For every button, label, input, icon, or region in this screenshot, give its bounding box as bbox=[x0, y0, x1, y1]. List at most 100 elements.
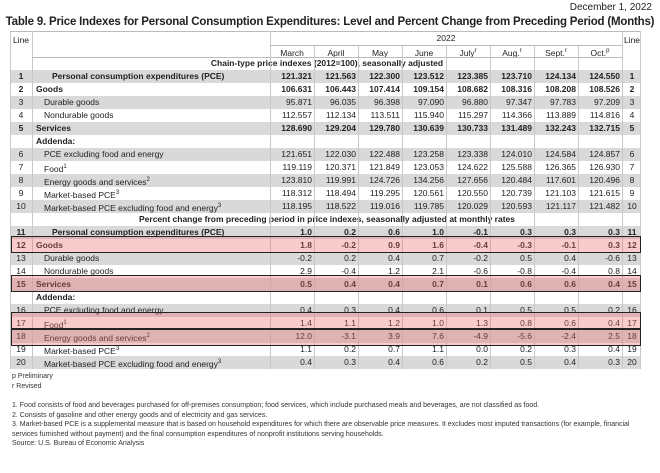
cell-value: -0.2 bbox=[341, 240, 356, 250]
line-number: 9 bbox=[18, 188, 24, 198]
table-row: 3 Durable goods 95.871 96.035 96.398 97.090 96… bbox=[10, 96, 640, 109]
revision-mark: r bbox=[564, 48, 567, 55]
cell-value: 124.857 bbox=[589, 149, 620, 159]
cell-value: 120.371 bbox=[325, 162, 356, 172]
cell-value: 0.4 bbox=[344, 279, 356, 289]
column-divider bbox=[622, 31, 623, 369]
cell-value: 0.3 bbox=[564, 227, 576, 237]
footnote-ref: 3 bbox=[217, 203, 222, 209]
cell-value: 119.295 bbox=[369, 188, 400, 198]
header-bottom-rule bbox=[32, 57, 622, 58]
cell-value: 118.494 bbox=[325, 188, 356, 198]
row-label-text: Personal consumption expenditures (PCE) bbox=[52, 227, 225, 237]
cell-value: 0.4 bbox=[300, 305, 312, 315]
cell-value: 119.119 bbox=[282, 162, 312, 172]
table-row: 13 Durable goods -0.2 0.2 0.4 0.7 -0.2 0.5 0.4 -0… bbox=[10, 252, 640, 265]
cell-value: 0.6 bbox=[564, 318, 576, 328]
line-number-right: 5 bbox=[629, 123, 635, 133]
row-label-text: Energy goods and services bbox=[44, 176, 147, 187]
row-label: Food1 bbox=[44, 161, 67, 176]
cell-value: 0.5 bbox=[564, 305, 576, 315]
cell-value: -0.1 bbox=[561, 240, 576, 250]
line-header-right: Line bbox=[623, 35, 641, 45]
cell-value: 108.316 bbox=[501, 84, 532, 94]
line-number-right: 4 bbox=[629, 110, 635, 120]
row-label-text: Addenda: bbox=[36, 292, 76, 302]
row-label: Personal consumption expenditures (PCE) bbox=[52, 70, 224, 83]
cell-value: 0.6 bbox=[432, 357, 444, 367]
cell-value: 0.4 bbox=[608, 279, 620, 289]
cell-value: 117.601 bbox=[545, 175, 576, 185]
cell-value: 123.053 bbox=[413, 162, 444, 172]
row-label: Services bbox=[36, 122, 71, 135]
cell-value: 0.5 bbox=[300, 279, 312, 289]
line-number: 13 bbox=[16, 253, 26, 263]
table-top-rule bbox=[10, 31, 640, 32]
row-label-text: Durable goods bbox=[44, 253, 100, 263]
line-number-right: 7 bbox=[629, 162, 635, 172]
cell-value: 0.6 bbox=[520, 279, 532, 289]
table-row: 15 Services 0.5 0.4 0.4 0.7 0.1 0.6 0.6 0.4 15 bbox=[10, 278, 640, 291]
cell-value: 0.1 bbox=[476, 279, 488, 289]
line-number-right: 11 bbox=[627, 227, 637, 237]
column-divider bbox=[490, 45, 491, 369]
line-number: 3 bbox=[18, 97, 24, 107]
table-row: 4 Nondurable goods 112.557 112.134 113.511 11… bbox=[10, 109, 640, 122]
month-label: Aug. bbox=[502, 48, 520, 58]
cell-value: 113.889 bbox=[545, 110, 576, 120]
cell-value: 0.7 bbox=[388, 344, 400, 354]
line-number-right: 19 bbox=[627, 344, 637, 354]
cell-value: 124.584 bbox=[545, 149, 576, 159]
cell-value: 123.810 bbox=[281, 175, 312, 185]
line-number-right: 16 bbox=[627, 305, 637, 315]
footnote-3-block: 3. Market-based PCE is a supplemental me… bbox=[12, 420, 650, 439]
cell-value: 0.3 bbox=[344, 305, 356, 315]
line-number: 18 bbox=[16, 331, 26, 341]
cell-value: 109.154 bbox=[413, 84, 444, 94]
month-header: April bbox=[314, 48, 358, 58]
month-header: March bbox=[270, 48, 314, 58]
column-divider bbox=[10, 31, 11, 369]
cell-value: 107.414 bbox=[369, 84, 400, 94]
cell-value: 97.783 bbox=[550, 97, 576, 107]
cell-value: 1.1 bbox=[300, 344, 312, 354]
cell-value: 120.029 bbox=[457, 201, 488, 211]
line-number: 10 bbox=[16, 201, 26, 211]
month-header: Oct.p bbox=[578, 48, 622, 58]
month-header: Sept.r bbox=[534, 48, 578, 58]
line-header-left: Line bbox=[12, 35, 30, 45]
cell-value: 1.8 bbox=[300, 240, 312, 250]
month-header: Aug.r bbox=[490, 48, 534, 58]
line-number-right: 8 bbox=[629, 175, 635, 185]
highlight-box bbox=[11, 312, 641, 329]
cell-value: -0.2 bbox=[297, 253, 312, 263]
line-number-right: 12 bbox=[627, 240, 637, 250]
release-date: December 1, 2022 bbox=[569, 2, 652, 13]
table-row: 1 Personal consumption expenditures (PCE)… bbox=[10, 70, 640, 83]
table-row: 2 Goods 106.631 106.443 107.414 109.154 108.68… bbox=[10, 83, 640, 96]
cell-value: 0.2 bbox=[520, 344, 532, 354]
row-label-text: Market-based PCE bbox=[44, 189, 116, 200]
cell-value: 121.321 bbox=[281, 71, 312, 81]
cell-value: 2.1 bbox=[432, 266, 444, 276]
row-label-text: Goods bbox=[36, 240, 63, 250]
row-label: Services bbox=[36, 278, 71, 291]
row-label: Personal consumption expenditures (PCE) bbox=[52, 226, 224, 239]
line-number: 12 bbox=[16, 240, 26, 250]
row-label-text: Services bbox=[36, 123, 71, 133]
row-label: Food1 bbox=[44, 317, 67, 332]
table-title: Table 9. Price Indexes for Personal Cons… bbox=[5, 16, 655, 28]
cell-value: 129.204 bbox=[325, 123, 356, 133]
year-header: 2022 bbox=[436, 33, 456, 43]
month-label: June bbox=[414, 48, 434, 58]
footnote-3-continued: payment) and the final consumption expen… bbox=[94, 430, 384, 438]
table-row: 12 Goods 1.8 -0.2 0.9 1.6 -0.4 -0.3 -0.1 0.3 12 bbox=[10, 239, 640, 252]
revision-mark: p bbox=[606, 48, 610, 55]
cell-value: 1.2 bbox=[388, 318, 400, 328]
cell-value: 0.4 bbox=[608, 318, 620, 328]
row-label: Nondurable goods bbox=[44, 265, 113, 278]
cell-value: 97.209 bbox=[594, 97, 620, 107]
cell-value: 0.4 bbox=[388, 357, 400, 367]
cell-value: 106.443 bbox=[325, 84, 356, 94]
cell-value: 0.6 bbox=[388, 227, 400, 237]
